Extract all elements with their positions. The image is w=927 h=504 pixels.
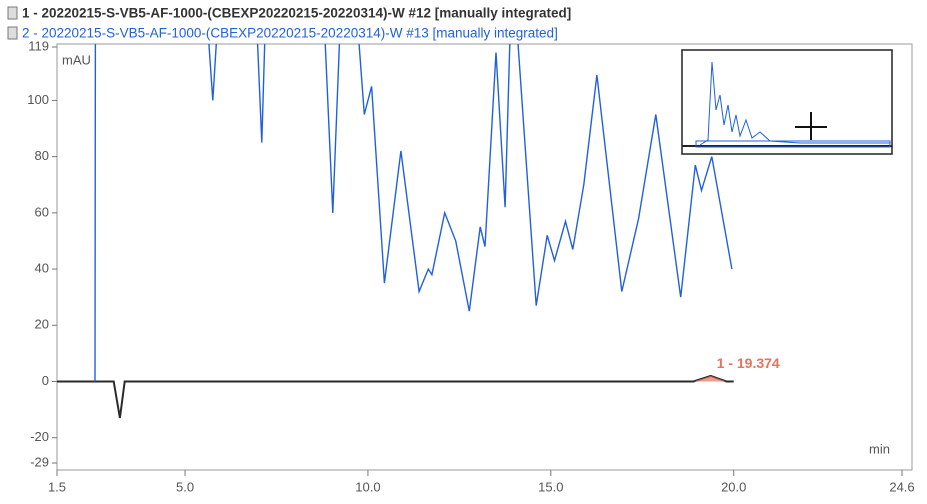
peak-label: 1 - 19.374	[717, 355, 780, 371]
x-axis-label: min	[869, 441, 890, 456]
x-tick-label: 1.5	[48, 479, 66, 494]
x-tick-label: 15.0	[538, 479, 563, 494]
overview-inset[interactable]	[681, 49, 893, 155]
y-tick-label: 100	[27, 92, 49, 107]
x-tick-label: 10.0	[355, 479, 380, 494]
x-tick-label: 5.0	[176, 479, 194, 494]
legend-entry[interactable]: 2 - 20220215-S-VB5-AF-1000-(CBEXP2022021…	[22, 26, 558, 41]
y-tick-label: 20	[35, 317, 49, 332]
y-tick-label: -20	[30, 429, 49, 444]
trace	[94, 44, 733, 382]
y-tick-label: -29	[30, 454, 49, 469]
peak-fill	[693, 375, 727, 382]
y-tick-label: 40	[35, 260, 49, 275]
y-axis-label: mAU	[62, 52, 91, 67]
y-tick-label: 119	[28, 38, 49, 53]
legend-icon	[7, 6, 18, 20]
legend-entry[interactable]: 1 - 20220215-S-VB5-AF-1000-(CBEXP2022021…	[22, 6, 571, 21]
y-tick-label: 0	[42, 373, 49, 388]
y-tick-label: 80	[35, 148, 49, 163]
legend-icon	[7, 26, 18, 40]
x-tick-label: 24.6	[889, 479, 914, 494]
y-tick-label: 60	[35, 204, 49, 219]
x-tick-label: 20.0	[721, 479, 746, 494]
